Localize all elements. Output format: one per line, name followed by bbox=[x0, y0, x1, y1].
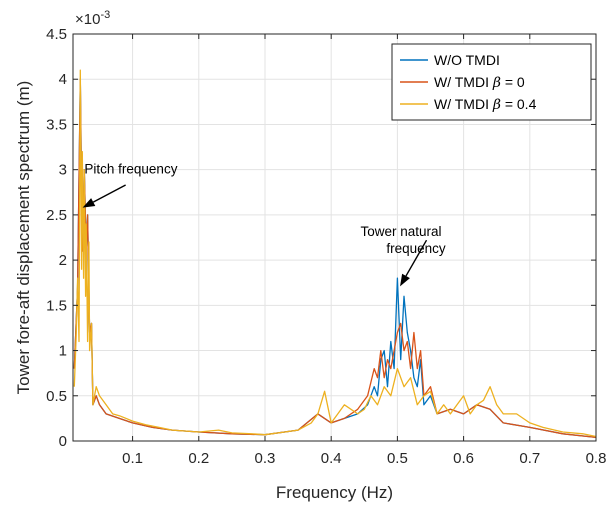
y-tick-label: 2 bbox=[59, 252, 67, 269]
x-tick-label: 0.3 bbox=[255, 450, 276, 467]
y-tick-label: 1.5 bbox=[46, 297, 67, 314]
x-tick-label: 0.5 bbox=[387, 450, 408, 467]
y-tick-label: 4.5 bbox=[46, 26, 67, 43]
annotation-text-tower: frequency bbox=[386, 241, 446, 256]
annotation-arrow-tower bbox=[405, 239, 428, 277]
annotation-arrowhead-tower bbox=[400, 273, 410, 287]
y-tick-label: 0 bbox=[59, 433, 67, 450]
y-tick-label: 0.5 bbox=[46, 388, 67, 405]
y-axis-label: Tower fore-aft displacement spectrum (m) bbox=[14, 81, 33, 395]
annotation-arrow-pitch bbox=[92, 184, 126, 203]
x-axis-label: Frequency (Hz) bbox=[276, 483, 393, 502]
y-exponent-label: ×10-3 bbox=[75, 9, 110, 28]
axis-ticks: 0.1 0.2 0.3 0.4 0.5 0.6 0.7 0.8 0 0.5 1 1.5 2 2.5 3 3.5… bbox=[46, 26, 606, 467]
x-tick-label: 0.2 bbox=[188, 450, 209, 467]
series-line-3 bbox=[73, 69, 597, 438]
series-lines bbox=[73, 69, 597, 439]
annotations: Pitch frequency Tower natural frequency bbox=[82, 161, 446, 287]
y-tick-label: 1 bbox=[59, 343, 67, 360]
x-tick-label: 0.4 bbox=[321, 450, 342, 467]
legend: W/O TMDI W/ TMDI β = 0 W/ TMDI β = 0.4 bbox=[391, 43, 592, 121]
annotation-text-tower: Tower natural bbox=[361, 224, 442, 239]
y-exponent-power: -3 bbox=[100, 9, 110, 21]
legend-label-3: W/ TMDI β = 0.4 bbox=[434, 96, 537, 113]
x-tick-label: 0.7 bbox=[519, 450, 540, 467]
plot-box bbox=[72, 33, 597, 442]
y-tick-label: 3 bbox=[59, 162, 67, 179]
legend-label-1: W/O TMDI bbox=[434, 52, 500, 68]
legend-label-2: W/ TMDI β = 0 bbox=[434, 74, 525, 91]
annotation-text-pitch: Pitch frequency bbox=[84, 161, 177, 176]
y-tick-label: 4 bbox=[59, 71, 67, 88]
x-tick-label: 0.8 bbox=[586, 450, 607, 467]
x-tick-label: 0.6 bbox=[453, 450, 474, 467]
annotation-arrowhead-pitch bbox=[82, 198, 96, 208]
y-tick-label: 3.5 bbox=[46, 116, 67, 133]
y-tick-label: 2.5 bbox=[46, 207, 67, 224]
x-tick-label: 0.1 bbox=[122, 450, 143, 467]
